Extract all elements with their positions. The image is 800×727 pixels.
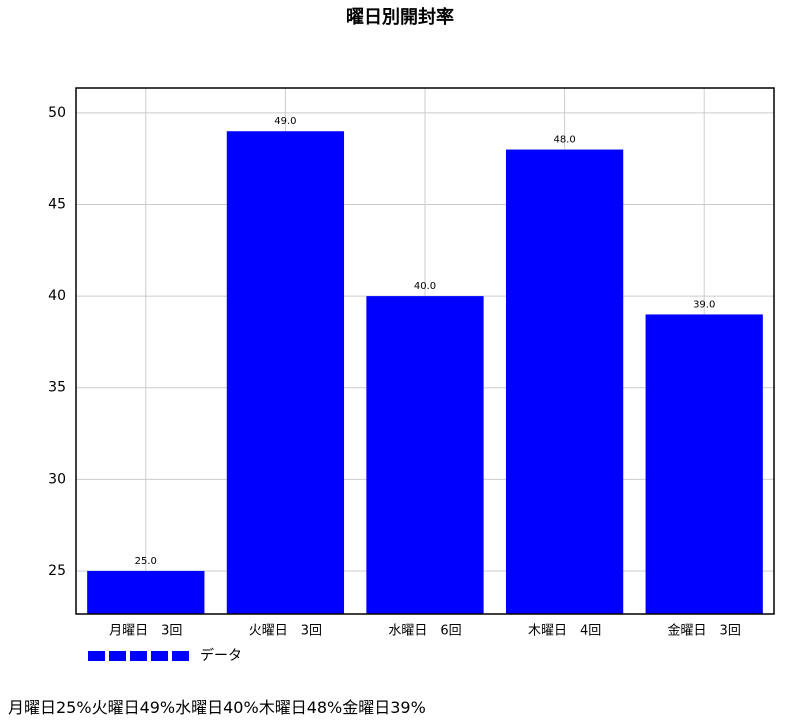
bar [505, 149, 624, 615]
y-tick-label: 35 [48, 380, 66, 396]
x-tick-label: 木曜日 4回 [528, 624, 601, 639]
x-tick-label: 火曜日 3回 [249, 624, 322, 639]
chart: 曜日別開封率 25 30 35 40 45 50 月曜日 3回 火曜日 3回 水曜日 6回 木曜日… [48, 6, 775, 664]
value-label: 40.0 [414, 281, 436, 292]
x-tick-label: 金曜日 3回 [668, 623, 741, 639]
legend-swatch [172, 651, 189, 661]
y-tick-label: 45 [48, 197, 66, 213]
bar [366, 296, 484, 614]
plot-frame [75, 87, 775, 615]
chart-title: 曜日別開封率 [346, 6, 454, 28]
bar [87, 570, 205, 614]
value-label: 48.0 [553, 135, 575, 146]
y-tick-label: 25 [48, 563, 66, 579]
value-label: 49.0 [274, 116, 296, 127]
y-tick-label: 40 [48, 288, 66, 304]
value-label: 39.0 [693, 299, 715, 310]
y-tick-label: 30 [48, 471, 66, 487]
bar [226, 131, 345, 614]
legend-label: データ [200, 647, 242, 664]
x-tick-label: 水曜日 6回 [388, 624, 461, 639]
legend-swatch [109, 651, 126, 661]
legend-swatch [151, 651, 168, 661]
value-label: 25.0 [135, 556, 157, 567]
y-tick-label: 50 [48, 105, 66, 121]
caption: 月曜日25%火曜日49%水曜日40%木曜日48%金曜日39% [8, 698, 426, 717]
legend-swatch [130, 651, 147, 661]
x-tick-label: 月曜日 3回 [109, 624, 182, 639]
legend-swatch [88, 651, 105, 661]
bar [645, 314, 763, 614]
